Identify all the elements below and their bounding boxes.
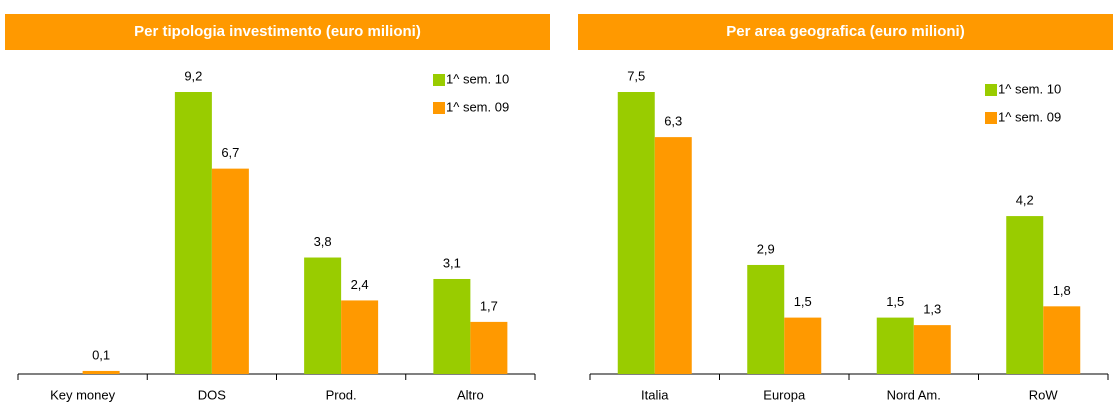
legend-label: 1^ sem. 10 (998, 81, 1061, 96)
x-tick-label: Nord Am. (887, 387, 941, 402)
title-bar (5, 14, 550, 50)
chart-title: Per area geografica (euro milioni) (726, 23, 964, 40)
title-bar (578, 14, 1113, 50)
data-label: 1,7 (480, 298, 498, 313)
bar (654, 137, 692, 374)
bar (876, 317, 914, 374)
data-label: 1,8 (1053, 283, 1071, 298)
legend-swatch (985, 84, 997, 96)
bar (174, 92, 212, 374)
bar (470, 321, 508, 374)
data-label: 7,5 (627, 68, 645, 83)
x-tick-label: Europa (763, 387, 806, 402)
legend-label: 1^ sem. 09 (446, 99, 509, 114)
data-label: 3,8 (314, 234, 332, 249)
data-label: 9,2 (184, 68, 202, 83)
data-label: 1,5 (794, 294, 812, 309)
data-label: 1,5 (886, 294, 904, 309)
x-tick-label: Altro (457, 387, 484, 402)
legend-label: 1^ sem. 09 (998, 109, 1061, 124)
data-label: 6,7 (221, 145, 239, 160)
legend-swatch (985, 112, 997, 124)
x-tick-label: Italia (641, 387, 669, 402)
bar (747, 264, 785, 374)
data-label: 3,1 (443, 255, 461, 270)
bar (211, 168, 249, 374)
data-label: 0,1 (92, 347, 110, 362)
bar (304, 257, 342, 374)
data-label: 2,9 (757, 241, 775, 256)
data-label: 1,3 (923, 302, 941, 317)
x-tick-label: Key money (50, 387, 116, 402)
bar (82, 370, 120, 374)
bar (617, 92, 655, 374)
legend-swatch (433, 102, 445, 114)
bar (1043, 306, 1081, 374)
data-label: 2,4 (351, 277, 369, 292)
bar (433, 278, 471, 374)
x-tick-label: DOS (198, 387, 227, 402)
bar (341, 300, 379, 374)
data-label: 4,2 (1016, 193, 1034, 208)
legend-label: 1^ sem. 10 (446, 71, 509, 86)
x-tick-label: RoW (1029, 387, 1059, 402)
chart-title: Per tipologia investimento (euro milioni… (134, 23, 421, 40)
bar (1006, 216, 1044, 374)
bar (913, 325, 951, 374)
legend-swatch (433, 74, 445, 86)
bar (784, 317, 822, 374)
data-label: 6,3 (664, 114, 682, 129)
x-tick-label: Prod. (326, 387, 357, 402)
